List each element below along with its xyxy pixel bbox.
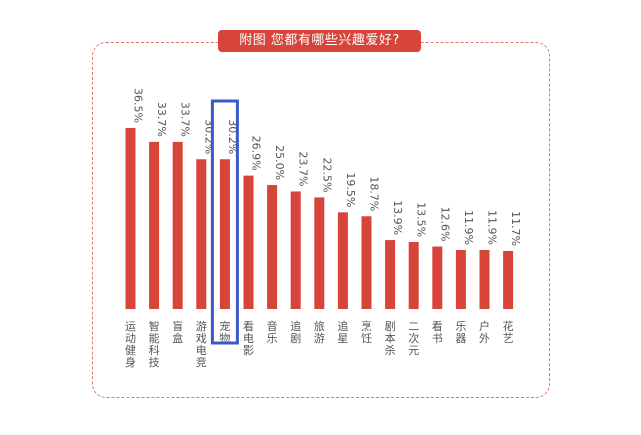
category-label: 宠物 bbox=[219, 319, 230, 345]
value-label: 26.9% bbox=[250, 136, 263, 171]
value-label: 13.9% bbox=[391, 200, 404, 235]
value-label: 25.0% bbox=[273, 145, 286, 180]
category-label: 乐器 bbox=[455, 320, 466, 345]
category-label: 二次元 bbox=[408, 320, 419, 357]
chart-title: 附图 您都有哪些兴趣爱好? bbox=[218, 30, 421, 52]
value-label: 30.2% bbox=[226, 119, 239, 154]
value-label: 11.7% bbox=[509, 211, 522, 246]
category-label: 旅游 bbox=[314, 319, 325, 345]
bar-户外 bbox=[479, 249, 490, 309]
bar-花艺 bbox=[503, 250, 514, 309]
bar-盲盒 bbox=[172, 141, 183, 309]
value-label: 33.7% bbox=[155, 102, 168, 137]
highlight-box bbox=[210, 99, 239, 345]
category-label: 运动健身 bbox=[125, 320, 136, 369]
category-label: 烹饪 bbox=[361, 319, 372, 345]
category-label: 音乐 bbox=[267, 319, 278, 345]
bar-音乐 bbox=[267, 185, 278, 309]
value-label: 12.6% bbox=[438, 207, 451, 242]
value-label: 11.9% bbox=[462, 210, 475, 245]
value-label: 23.7% bbox=[297, 152, 310, 187]
category-label: 盲盒 bbox=[172, 319, 183, 345]
value-label: 19.5% bbox=[344, 172, 357, 207]
bar-二次元 bbox=[408, 242, 419, 309]
bar-追星 bbox=[337, 212, 348, 309]
category-label: 追剧 bbox=[290, 319, 301, 345]
bar-智能科技 bbox=[149, 141, 160, 309]
bar-剧本杀 bbox=[385, 240, 396, 309]
category-label: 智能科技 bbox=[149, 319, 160, 369]
bar-烹饪 bbox=[361, 216, 372, 309]
value-label: 33.7% bbox=[179, 102, 192, 137]
value-label: 22.5% bbox=[320, 157, 333, 192]
value-label: 18.7% bbox=[368, 176, 381, 211]
bar-游戏电竞 bbox=[196, 159, 207, 309]
category-label: 游戏电竞 bbox=[196, 320, 207, 369]
bar-宠物 bbox=[219, 159, 230, 309]
category-label: 看书 bbox=[432, 319, 443, 345]
category-label: 户外 bbox=[479, 319, 490, 345]
value-label: 11.9% bbox=[486, 210, 499, 245]
category-label: 看电影 bbox=[243, 319, 254, 357]
category-label: 剧本杀 bbox=[385, 320, 396, 357]
bar-旅游 bbox=[314, 197, 325, 309]
bar-乐器 bbox=[455, 249, 466, 309]
bar-追剧 bbox=[290, 191, 301, 309]
bar-看电影 bbox=[243, 175, 254, 309]
bar-运动健身 bbox=[125, 128, 136, 309]
category-label: 花艺 bbox=[503, 320, 514, 345]
category-label: 追星 bbox=[337, 319, 348, 345]
bar-看书 bbox=[432, 246, 443, 309]
value-label: 36.5% bbox=[132, 88, 145, 123]
value-label: 13.5% bbox=[415, 202, 428, 237]
